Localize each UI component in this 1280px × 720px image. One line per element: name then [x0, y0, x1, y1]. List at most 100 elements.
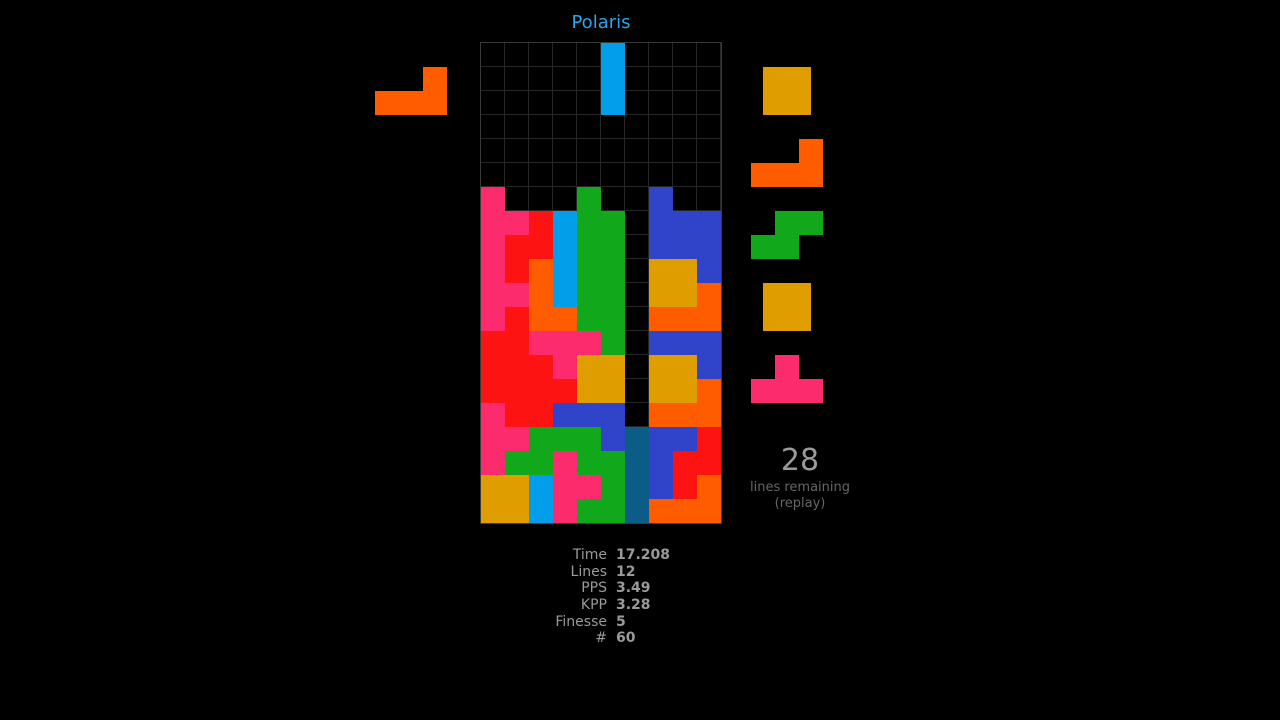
- empty-cell: [529, 43, 553, 67]
- block-cell: [505, 451, 529, 475]
- block-cell: [481, 379, 505, 403]
- block-cell: [673, 475, 697, 499]
- empty-cell: [505, 163, 529, 187]
- block-cell: [481, 403, 505, 427]
- empty-cell: [625, 115, 649, 139]
- block-cell: [697, 283, 721, 307]
- empty-cell: [505, 187, 529, 211]
- empty-cell: [505, 115, 529, 139]
- block-cell: [697, 307, 721, 331]
- empty-cell: [673, 43, 697, 67]
- empty-cell: [553, 139, 577, 163]
- empty-cell: [505, 43, 529, 67]
- block-cell: [601, 427, 625, 451]
- empty-cell: [649, 139, 673, 163]
- block-cell: [481, 451, 505, 475]
- empty-cell: [577, 163, 601, 187]
- block-cell: [577, 331, 601, 355]
- empty-cell: [625, 403, 649, 427]
- block-cell: [505, 355, 529, 379]
- block-cell: [601, 67, 625, 91]
- stat-label: KPP: [580, 597, 607, 614]
- empty-cell: [505, 139, 529, 163]
- block-cell: [481, 283, 505, 307]
- empty-cell: [625, 139, 649, 163]
- stat-value: 3.49: [616, 580, 651, 597]
- block-cell: [577, 451, 601, 475]
- block-cell: [649, 187, 673, 211]
- piece-block: [423, 91, 447, 115]
- stat-row-pps: PPS 3.49: [481, 580, 741, 597]
- empty-cell: [577, 43, 601, 67]
- block-cell: [481, 499, 505, 523]
- block-cell: [697, 475, 721, 499]
- block-cell: [529, 403, 553, 427]
- piece-block: [751, 379, 775, 403]
- empty-cell: [697, 91, 721, 115]
- block-cell: [577, 283, 601, 307]
- block-cell: [505, 331, 529, 355]
- block-cell: [553, 427, 577, 451]
- stat-row-finesse: Finesse 5: [481, 613, 741, 630]
- block-cell: [601, 235, 625, 259]
- block-cell: [505, 235, 529, 259]
- piece-block: [399, 91, 423, 115]
- block-cell: [481, 187, 505, 211]
- block-cell: [529, 379, 553, 403]
- block-cell: [673, 259, 697, 283]
- block-cell: [649, 331, 673, 355]
- block-cell: [649, 499, 673, 523]
- block-cell: [673, 379, 697, 403]
- empty-cell: [505, 91, 529, 115]
- block-cell: [481, 331, 505, 355]
- empty-cell: [625, 187, 649, 211]
- empty-cell: [529, 115, 553, 139]
- block-cell: [577, 379, 601, 403]
- empty-cell: [481, 163, 505, 187]
- empty-cell: [649, 43, 673, 67]
- stat-row-time: Time 17.208: [481, 547, 741, 564]
- piece-block: [751, 235, 775, 259]
- block-cell: [553, 355, 577, 379]
- block-cell: [673, 235, 697, 259]
- block-cell: [553, 307, 577, 331]
- block-cell: [649, 427, 673, 451]
- stat-value: 17.208: [616, 547, 671, 564]
- empty-cell: [673, 91, 697, 115]
- block-cell: [673, 331, 697, 355]
- block-cell: [529, 235, 553, 259]
- block-cell: [673, 211, 697, 235]
- empty-cell: [577, 115, 601, 139]
- block-cell: [577, 187, 601, 211]
- empty-cell: [505, 67, 529, 91]
- block-cell: [673, 355, 697, 379]
- empty-cell: [625, 355, 649, 379]
- piece-block: [787, 307, 811, 331]
- block-cell: [697, 235, 721, 259]
- piece-block: [799, 211, 823, 235]
- empty-cell: [625, 379, 649, 403]
- empty-cell: [625, 259, 649, 283]
- empty-cell: [577, 91, 601, 115]
- empty-cell: [481, 91, 505, 115]
- empty-cell: [481, 67, 505, 91]
- block-cell: [649, 211, 673, 235]
- empty-cell: [697, 187, 721, 211]
- piece-block: [799, 379, 823, 403]
- block-cell: [625, 475, 649, 499]
- block-cell: [625, 427, 649, 451]
- piece-block: [775, 355, 799, 379]
- block-cell: [649, 355, 673, 379]
- block-cell: [625, 499, 649, 523]
- stat-value: 3.28: [616, 597, 651, 614]
- block-cell: [625, 451, 649, 475]
- stat-label: Finesse: [555, 613, 607, 630]
- empty-cell: [625, 163, 649, 187]
- block-cell: [673, 307, 697, 331]
- empty-cell: [649, 91, 673, 115]
- block-cell: [601, 451, 625, 475]
- empty-cell: [697, 43, 721, 67]
- block-cell: [697, 427, 721, 451]
- block-cell: [577, 475, 601, 499]
